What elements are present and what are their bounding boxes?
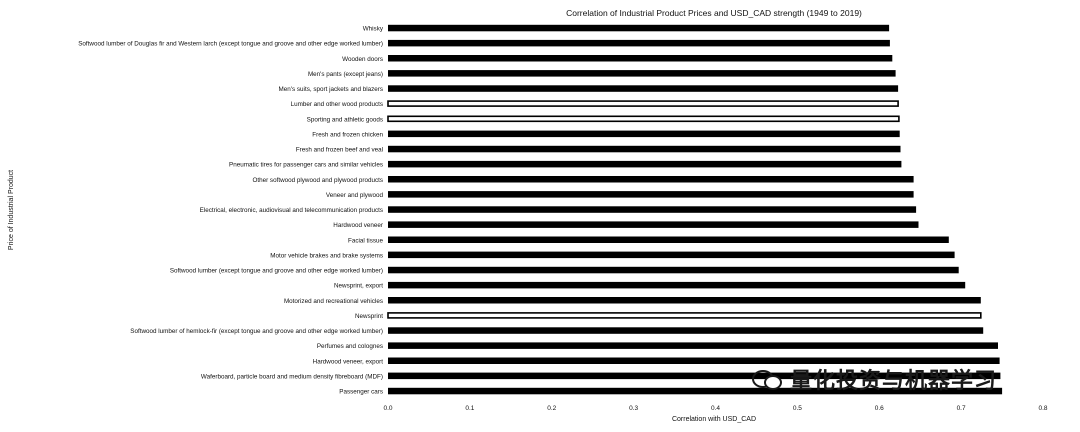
y-tick-label: Softwood lumber of hemlock-fir (except t… <box>130 328 383 335</box>
bar <box>388 176 914 183</box>
bar <box>388 236 949 243</box>
bar <box>388 297 981 304</box>
bar <box>388 251 955 259</box>
bar <box>388 221 919 228</box>
y-tick-label: Newsprint <box>355 313 383 320</box>
x-tick-label: 0.1 <box>465 405 474 412</box>
x-tick-label: 0.2 <box>547 405 556 412</box>
bar <box>388 266 959 274</box>
y-tick-label: Wooden doors <box>342 56 383 63</box>
bar <box>388 357 1000 364</box>
y-tick-label: Motorized and recreational vehicles <box>284 298 383 305</box>
y-tick-label: Men's pants (except jeans) <box>308 71 383 78</box>
y-tick-label: Motor vehicle brakes and brake systems <box>270 252 383 259</box>
y-tick-label: Hardwood veneer <box>333 222 383 229</box>
y-tick-label: Fresh and frozen chicken <box>312 131 383 138</box>
x-tick-label: 0.5 <box>793 405 802 412</box>
y-tick-label: Newsprint, export <box>334 283 383 290</box>
y-tick-label: Softwood lumber (except tongue and groov… <box>170 268 383 275</box>
y-tick-label: Sporting and athletic goods <box>307 116 383 123</box>
bar <box>388 145 901 153</box>
y-tick-label: Waferboard, particle board and medium de… <box>201 373 383 380</box>
x-tick-labels: 0.0 0.1 0.2 0.3 0.4 0.5 0.6 0.7 0.8 <box>383 405 1047 412</box>
bar <box>388 372 1001 380</box>
bar <box>388 206 917 213</box>
bar <box>387 115 900 123</box>
watermark-text: 量化投资与机器学习 <box>790 369 998 394</box>
bar <box>388 191 914 198</box>
bars-group <box>387 24 1003 395</box>
x-tick-label: 0.4 <box>711 405 720 412</box>
x-axis-label: Correlation with USD_CAD <box>672 416 756 423</box>
watermark: 量化投资与机器学习 <box>752 362 997 396</box>
x-tick-label: 0.0 <box>383 405 392 412</box>
bar <box>388 281 966 289</box>
y-tick-label: Fresh and frozen beef and veal <box>296 147 383 154</box>
y-tick-label: Hardwood veneer, export <box>313 358 384 365</box>
y-tick-label: Electrical, electronic, audiovisual and … <box>200 207 383 214</box>
wechat-icon <box>752 366 782 392</box>
bar <box>388 39 890 47</box>
chart-title: Correlation of Industrial Product Prices… <box>566 8 862 18</box>
x-tick-label: 0.8 <box>1038 405 1047 412</box>
bar <box>388 160 902 168</box>
bar <box>387 100 899 107</box>
bar <box>388 130 900 138</box>
bar <box>387 312 982 319</box>
y-tick-label: Whisky <box>363 26 384 33</box>
y-tick-label: Veneer and plywood <box>326 192 384 199</box>
bar <box>388 24 890 32</box>
y-tick-label: Lumber and other wood products <box>291 101 383 108</box>
bar <box>388 387 1003 395</box>
y-tick-label: Passenger cars <box>339 389 383 396</box>
bar <box>388 342 998 349</box>
x-tick-label: 0.6 <box>875 405 884 412</box>
bar <box>388 55 893 62</box>
y-tick-label: Softwood lumber of Douglas fir and Weste… <box>78 41 383 48</box>
x-tick-label: 0.7 <box>957 405 966 412</box>
y-tick-labels: Whisky Softwood lumber of Douglas fir and… <box>78 26 384 396</box>
bar <box>388 85 899 92</box>
y-tick-label: Other softwood plywood and plywood produ… <box>252 177 383 184</box>
y-axis-label: Price of Industrial Product <box>8 170 15 250</box>
y-tick-label: Men's suits, sport jackets and blazers <box>279 86 383 93</box>
y-tick-label: Pneumatic tires for passenger cars and s… <box>229 162 383 169</box>
y-tick-label: Perfumes and colognes <box>317 343 383 350</box>
x-tick-label: 0.3 <box>629 405 638 412</box>
bar <box>388 327 984 334</box>
bar <box>388 70 896 77</box>
y-tick-label: Facial tissue <box>348 237 383 244</box>
